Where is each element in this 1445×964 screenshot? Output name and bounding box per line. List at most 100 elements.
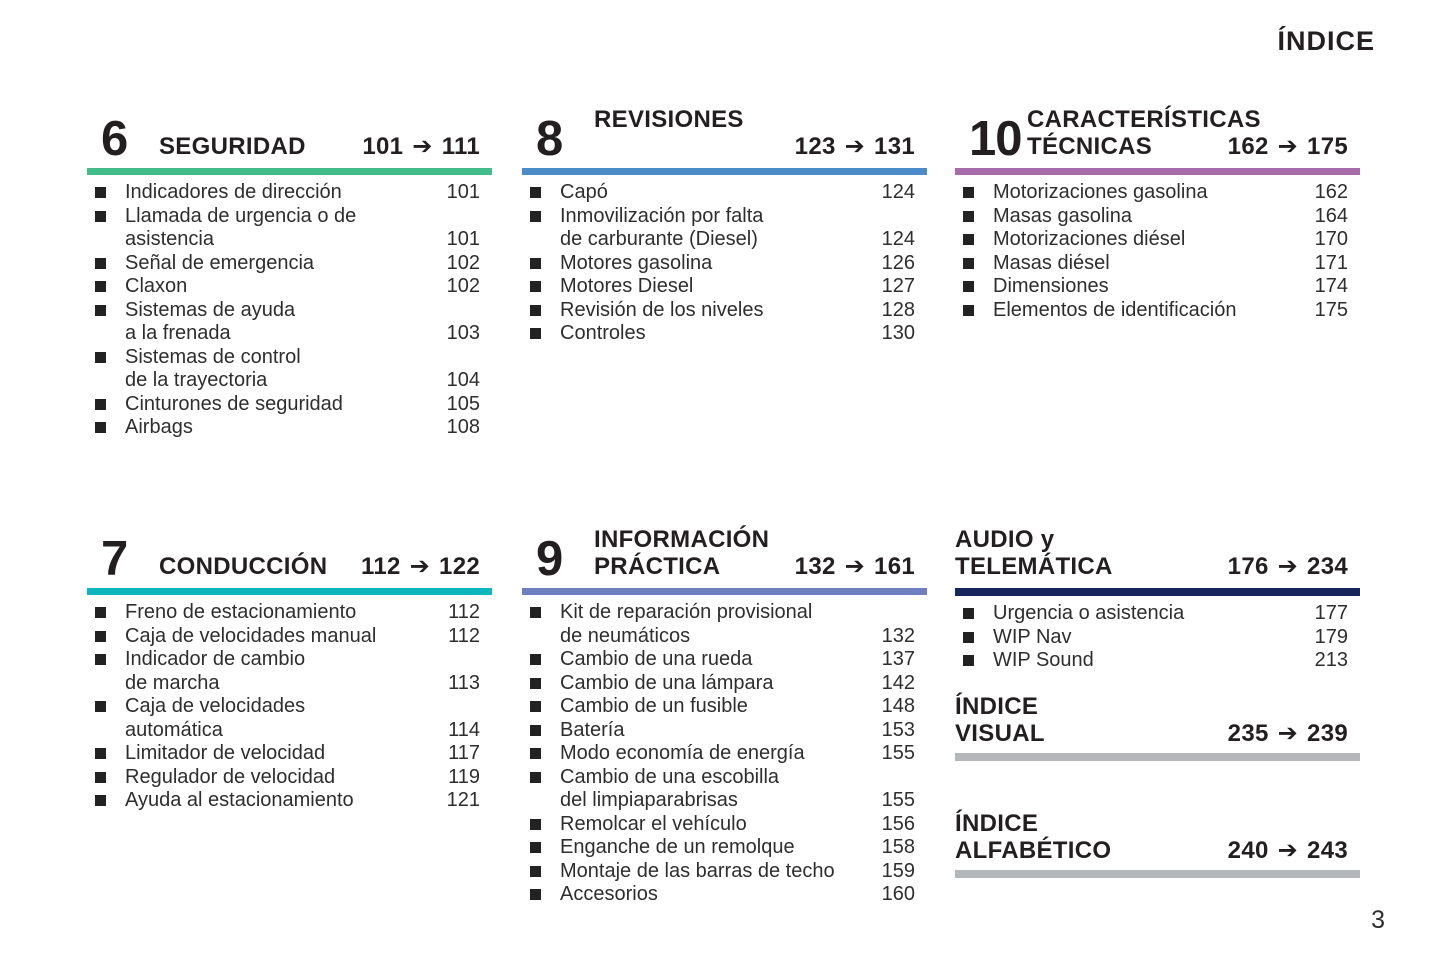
bullet-square-icon bbox=[530, 654, 541, 665]
page-number: 3 bbox=[1371, 906, 1385, 934]
bullet-square-icon bbox=[530, 818, 541, 830]
toc-item: WIP Nav 179 bbox=[963, 626, 1348, 650]
bullet-square-icon bbox=[95, 398, 106, 410]
section-accent-bar bbox=[522, 168, 927, 175]
bullet-square-icon bbox=[963, 187, 974, 198]
bullet-square-icon bbox=[963, 257, 974, 269]
toc-item: Cambio de una rueda 137 bbox=[530, 648, 915, 672]
bullet-square-icon bbox=[530, 748, 541, 759]
range-start: 112 bbox=[361, 553, 401, 580]
toc-item: Motorizaciones gasolina 162 bbox=[963, 181, 1348, 205]
right-arrow-icon: ➔ bbox=[844, 552, 866, 580]
section-audio-header: AUDIO y TELEMÁTICA 176 ➔ 234 bbox=[955, 520, 1360, 588]
section-title-line2: PRÁCTICA bbox=[594, 553, 721, 580]
range-end: 131 bbox=[874, 133, 915, 160]
toc-item: Ayuda al estacionamiento 121 bbox=[95, 789, 480, 813]
section-revisiones-header: 8 REVISIONES 123 ➔ 131 bbox=[522, 100, 927, 168]
section-conduccion-header: 7 CONDUCCIÓN 112 ➔ 122 bbox=[87, 520, 492, 588]
section-gray-bar bbox=[955, 870, 1360, 878]
page-range: 123 ➔ 131 bbox=[795, 134, 915, 159]
right-arrow-icon: ➔ bbox=[412, 132, 433, 160]
range-end: 111 bbox=[441, 133, 480, 160]
toc-item: Remolcar el vehículo 156 bbox=[530, 813, 915, 837]
section-number: 9 bbox=[536, 531, 563, 586]
bullet-square-icon bbox=[530, 865, 541, 877]
section-title-line2: TELEMÁTICA bbox=[955, 553, 1113, 580]
right-arrow-icon: ➔ bbox=[409, 552, 431, 580]
page-range: 112 ➔ 122 bbox=[361, 554, 480, 579]
toc-item: Urgencia o asistencia 177 bbox=[963, 602, 1348, 626]
bullet-square-icon bbox=[95, 422, 106, 433]
toc-item: Señal de emergencia 102 bbox=[95, 252, 480, 276]
toc-item: Montaje de las barras de techo 159 bbox=[530, 860, 915, 884]
section-caracteristicas-header: 10 CARACTERÍSTICAS TÉCNICAS 162 ➔ 175 bbox=[955, 100, 1360, 168]
bullet-square-icon bbox=[95, 630, 106, 642]
page-title: ÍNDICE bbox=[1277, 26, 1375, 56]
range-end: 239 bbox=[1307, 720, 1348, 747]
toc-item: Airbags 108 bbox=[95, 416, 480, 440]
bullet-square-icon bbox=[95, 607, 106, 618]
bullet-square-icon bbox=[530, 304, 541, 316]
toc-item: Enganche de un remolque 158 bbox=[530, 836, 915, 860]
bullet-square-icon bbox=[95, 304, 106, 316]
section-audio-telematica: AUDIO y TELEMÁTICA 176 ➔ 234 Urgencia o … bbox=[955, 520, 1360, 673]
bullet-square-icon bbox=[95, 795, 106, 806]
section-accent-bar bbox=[87, 588, 492, 595]
bullet-square-icon bbox=[95, 701, 106, 712]
range-end: 161 bbox=[874, 553, 915, 580]
toc-item: Caja de velocidades manual 112 bbox=[95, 625, 480, 649]
right-arrow-icon: ➔ bbox=[1277, 132, 1299, 160]
bullet-square-icon bbox=[530, 842, 541, 853]
toc-item: Indicador de cambio de marcha 113 bbox=[95, 648, 480, 695]
section-title: CARACTERÍSTICAS bbox=[1027, 106, 1261, 134]
toc-item: Cambio de un fusible 148 bbox=[530, 695, 915, 719]
bullet-square-icon bbox=[963, 655, 974, 666]
section-caracteristicas: 10 CARACTERÍSTICAS TÉCNICAS 162 ➔ 175 Mo… bbox=[955, 100, 1360, 322]
range-start: 101 bbox=[362, 133, 404, 160]
bullet-square-icon bbox=[963, 304, 974, 316]
toc-item: Cinturones de seguridad 105 bbox=[95, 393, 480, 417]
toc-item: Indicadores de dirección 101 bbox=[95, 181, 480, 205]
range-start: 240 bbox=[1227, 837, 1269, 864]
bullet-square-icon bbox=[95, 654, 106, 665]
section-title: AUDIO y bbox=[955, 526, 1055, 554]
section-number: 6 bbox=[101, 111, 128, 166]
section-number: 10 bbox=[969, 111, 1023, 166]
toc-list: Capó 124 Inmovilización por falta de carb… bbox=[522, 181, 927, 346]
range-start: 132 bbox=[794, 553, 836, 580]
toc-item: Caja de velocidades automática 114 bbox=[95, 695, 480, 742]
section-title-line2: TÉCNICAS bbox=[1027, 133, 1153, 160]
section-conduccion: 7 CONDUCCIÓN 112 ➔ 122 Freno de estacion… bbox=[87, 520, 492, 813]
section-title: ÍNDICE bbox=[955, 810, 1039, 838]
bullet-square-icon bbox=[530, 187, 541, 198]
toc-item: Masas diésel 171 bbox=[963, 252, 1348, 276]
section-title-line2: VISUAL bbox=[955, 720, 1045, 747]
toc-item: Motores gasolina 126 bbox=[530, 252, 915, 276]
bullet-square-icon bbox=[963, 210, 974, 222]
right-arrow-icon: ➔ bbox=[1277, 836, 1299, 864]
range-end: 243 bbox=[1307, 837, 1348, 864]
section-seguridad: 6 SEGURIDAD 101 ➔ 111 Indicadores de dir… bbox=[87, 100, 492, 440]
right-arrow-icon: ➔ bbox=[1277, 552, 1299, 580]
bullet-square-icon bbox=[530, 607, 541, 618]
range-end: 175 bbox=[1307, 133, 1348, 160]
toc-list: Urgencia o asistencia 177 WIP Nav 179 WIP … bbox=[955, 602, 1360, 673]
toc-item: Inmovilización por falta de carburante (… bbox=[530, 205, 915, 252]
toc-item: Freno de estacionamiento 112 bbox=[95, 601, 480, 625]
section-gray-bar bbox=[955, 753, 1360, 761]
toc-item: Batería 153 bbox=[530, 719, 915, 743]
toc-item: Elementos de identificación 175 bbox=[963, 299, 1348, 323]
bullet-square-icon bbox=[95, 187, 106, 198]
bullet-square-icon bbox=[963, 234, 974, 245]
bullet-square-icon bbox=[95, 771, 106, 783]
section-indice-visual: ÍNDICE VISUAL 235 ➔ 239 bbox=[955, 693, 1360, 761]
toc-item: Masas gasolina 164 bbox=[963, 205, 1348, 229]
section-number: 8 bbox=[536, 111, 563, 166]
section-accent-bar bbox=[955, 168, 1360, 175]
range-start: 123 bbox=[794, 133, 836, 160]
section-indice-alfabetico-header: ÍNDICE ALFABÉTICO 240 ➔ 243 bbox=[955, 810, 1360, 870]
bullet-square-icon bbox=[95, 281, 106, 292]
toc-list: Freno de estacionamiento 112 Caja de velo… bbox=[87, 601, 492, 813]
bullet-square-icon bbox=[530, 257, 541, 269]
page-range: 235 ➔ 239 bbox=[1228, 721, 1348, 746]
